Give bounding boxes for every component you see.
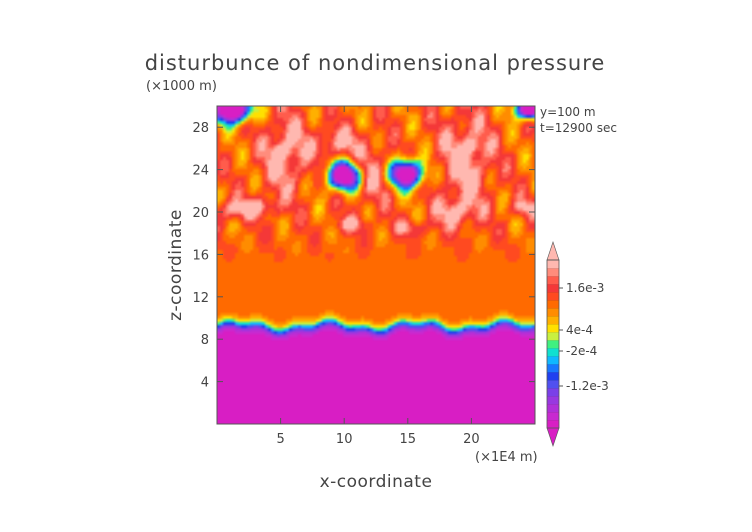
colorbar-segment (547, 276, 559, 285)
x-tick-label: 20 (463, 432, 480, 447)
y-axis-label: z-coordinate (166, 209, 186, 321)
y-tick-label: 16 (192, 248, 209, 263)
colorbar-segment (547, 412, 559, 421)
colorbar-segment (547, 340, 559, 349)
colorbar-segment (547, 348, 559, 357)
y-tick-label: 8 (201, 333, 209, 348)
x-tick-label: 5 (276, 432, 284, 447)
colorbar-segment (547, 356, 559, 365)
plot-area (216, 105, 536, 425)
y-tick-label: 20 (192, 206, 209, 221)
colorbar-segment (547, 380, 559, 389)
colorbar-segment (547, 372, 559, 381)
y-tick-label: 24 (192, 164, 209, 179)
x-axis-label: x-coordinate (320, 472, 433, 492)
colorbar-label: 1.6e-3 (566, 281, 604, 295)
y-tick-label: 12 (192, 291, 209, 306)
colorbar-segment (547, 364, 559, 373)
colorbar-segment (547, 332, 559, 341)
colorbar (546, 241, 560, 447)
colorbar-segment (547, 420, 559, 429)
x-axis-ticks: 5 10 15 20 (276, 106, 480, 447)
plot-frame (216, 105, 536, 425)
y-unit-label: (×1000 m) (146, 79, 217, 94)
chart-title: disturbunce of nondimensional pressure (145, 51, 606, 75)
colorbar-frame (546, 259, 560, 429)
annotation-y: y=100 m (540, 105, 596, 119)
colorbar-segment (547, 324, 559, 333)
heatmap-field (217, 106, 535, 424)
colorbar-label: -2e-4 (566, 344, 597, 358)
y-tick-label: 4 (201, 376, 209, 391)
colorbar-segment (547, 308, 559, 317)
colorbar-min-arrow (546, 427, 560, 447)
y-axis-ticks: 4 8 12 16 20 24 28 (192, 121, 535, 391)
x-tick-label: 15 (400, 432, 417, 447)
colorbar-segment (547, 316, 559, 325)
colorbar-label: 4e-4 (566, 323, 593, 337)
colorbar-segment (547, 260, 559, 269)
colorbar-labels: 1.6e-3 4e-4 -2e-4 -1.2e-3 (559, 281, 609, 393)
colorbar-max-arrow (546, 241, 560, 261)
colorbar-label: -1.2e-3 (566, 379, 609, 393)
colorbar-segment (547, 388, 559, 397)
colorbar-segment (547, 404, 559, 413)
x-tick-label: 10 (336, 432, 353, 447)
colorbar-segment (547, 284, 559, 293)
colorbar-segment (547, 268, 559, 277)
colorbar-segment (547, 300, 559, 309)
x-unit-label: (×1E4 m) (475, 450, 538, 465)
annotations: y=100 m t=12900 sec (540, 105, 617, 135)
colorbar-segment (547, 292, 559, 301)
colorbar-segment (547, 396, 559, 405)
annotation-t: t=12900 sec (540, 121, 617, 135)
y-tick-label: 28 (192, 121, 209, 136)
